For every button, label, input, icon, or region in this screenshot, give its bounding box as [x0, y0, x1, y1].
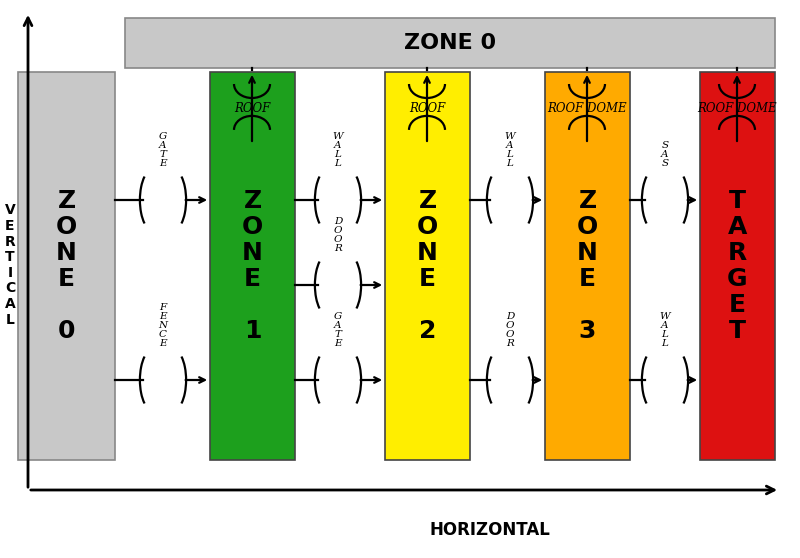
- Text: T
A
R
G
E
T: T A R G E T: [727, 189, 748, 343]
- Text: Z
O
N
E

3: Z O N E 3: [577, 189, 598, 343]
- Text: ROOF: ROOF: [409, 102, 445, 115]
- Text: V
E
R
T
I
C
A
L: V E R T I C A L: [5, 203, 15, 327]
- Bar: [545, 72, 630, 460]
- Text: D
O
O
R: D O O R: [506, 312, 514, 348]
- Bar: [18, 72, 115, 460]
- Bar: [125, 18, 775, 68]
- Text: F
E
N
C
E: F E N C E: [158, 303, 167, 348]
- Text: ROOF DOME: ROOF DOME: [547, 102, 627, 115]
- Text: W
A
L
L: W A L L: [660, 312, 670, 348]
- Text: Z
O
N
E

2: Z O N E 2: [417, 189, 438, 343]
- Text: W
A
L
L: W A L L: [333, 132, 343, 168]
- Text: Z
O
N
E

0: Z O N E 0: [56, 189, 77, 343]
- Text: Z
O
N
E

1: Z O N E 1: [242, 189, 263, 343]
- Text: G
A
T
E: G A T E: [334, 312, 342, 348]
- Bar: [385, 72, 470, 460]
- Text: ZONE 0: ZONE 0: [404, 33, 496, 53]
- Text: S
A
S: S A S: [662, 141, 669, 168]
- Text: W
A
L
L: W A L L: [505, 132, 515, 168]
- Text: ROOF: ROOF: [234, 102, 270, 115]
- Text: D
O
O
R: D O O R: [334, 217, 342, 253]
- Text: G
A
T
E: G A T E: [159, 132, 167, 168]
- Text: ROOF DOME: ROOF DOME: [697, 102, 777, 115]
- Bar: [210, 72, 295, 460]
- Bar: [700, 72, 775, 460]
- Text: HORIZONTAL: HORIZONTAL: [430, 521, 550, 539]
